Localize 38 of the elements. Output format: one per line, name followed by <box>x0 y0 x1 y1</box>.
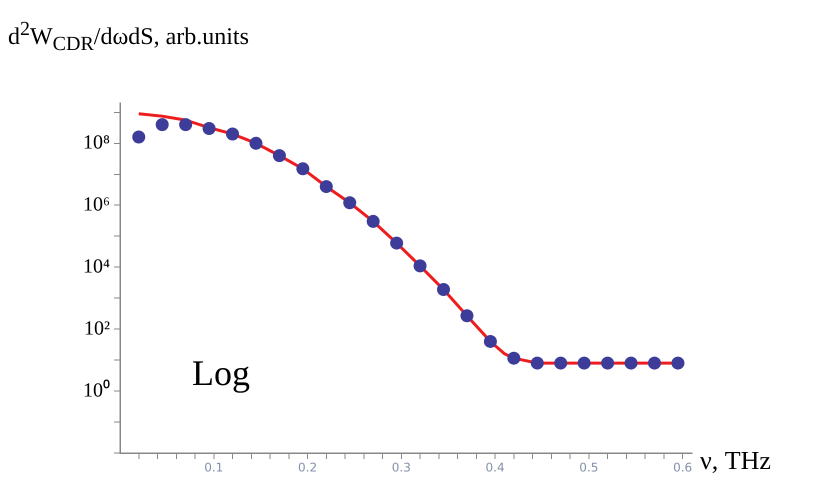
y-tick-label: 10⁸ <box>83 132 110 154</box>
y-tick-label: 10⁰ <box>83 378 110 402</box>
x-axis-title: ν, THz <box>700 446 771 476</box>
point <box>179 118 192 132</box>
point <box>156 118 169 132</box>
point <box>530 356 544 370</box>
point <box>601 356 614 370</box>
point <box>484 334 497 348</box>
y-tick-label: 10⁴ <box>83 255 110 278</box>
point <box>414 259 427 272</box>
x-tick-label: 0.4 <box>486 460 505 474</box>
point <box>460 309 474 322</box>
point <box>226 127 240 140</box>
point <box>507 352 520 365</box>
point <box>671 356 684 370</box>
point <box>554 356 568 370</box>
point <box>648 356 661 370</box>
point <box>390 236 404 250</box>
y-tick-label: 10⁶ <box>83 193 110 216</box>
point <box>578 356 591 370</box>
x-tick-label: 0.6 <box>673 460 692 474</box>
x-tick-label: 0.1 <box>204 460 224 474</box>
x-tick-label: 0.5 <box>579 460 598 474</box>
y-axis-title: d$^{2}$W$_{CDR}$/dωdS, arb.units <box>8 18 249 56</box>
point <box>343 196 356 210</box>
point <box>624 356 638 370</box>
x-tick-label: 0.2 <box>298 460 318 474</box>
point <box>296 162 310 176</box>
point <box>202 122 216 136</box>
point <box>437 283 450 296</box>
point <box>320 180 333 194</box>
annotation: Log <box>192 352 250 394</box>
x-tick-label: 0.3 <box>392 460 411 474</box>
point <box>249 136 262 150</box>
point <box>272 149 286 162</box>
point <box>132 130 146 144</box>
point <box>366 214 380 228</box>
y-tick-label: 10² <box>84 317 110 340</box>
